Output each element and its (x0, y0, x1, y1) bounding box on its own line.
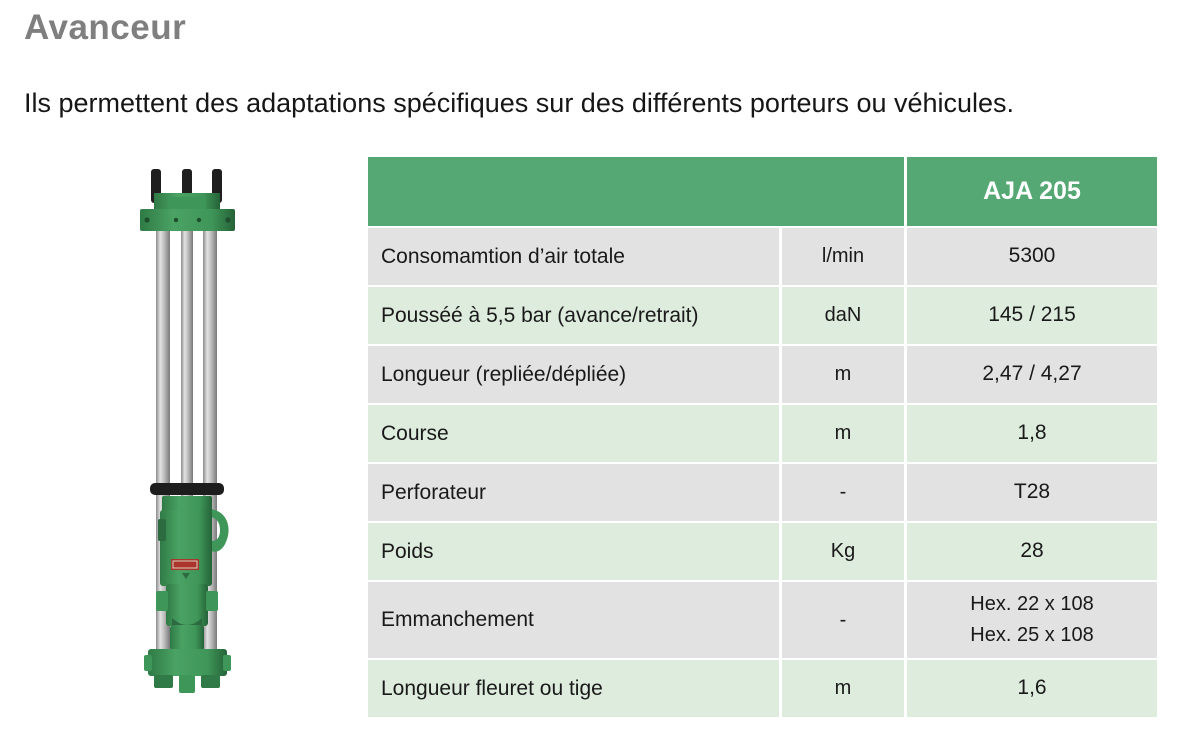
spec-label: Consomamtion d’air totale (368, 228, 779, 285)
table-row: Emmanchement - Hex. 22 x 108 Hex. 25 x 1… (368, 582, 1157, 658)
spec-label: Emmanchement (368, 582, 779, 658)
page-title: Avanceur (24, 8, 187, 47)
spec-value: Hex. 22 x 108 Hex. 25 x 108 (907, 582, 1157, 658)
spec-unit: - (782, 464, 904, 521)
spec-label: Course (368, 405, 779, 462)
spec-unit: - (782, 582, 904, 658)
table-row: Pousséé à 5,5 bar (avance/retrait) daN 1… (368, 287, 1157, 344)
page-subtitle: Ils permettent des adaptations spécifiqu… (24, 88, 1015, 118)
table-row: Poids Kg 28 (368, 523, 1157, 580)
header-designation-cell (368, 157, 904, 226)
spec-value: 28 (907, 523, 1157, 580)
spec-label: Pousséé à 5,5 bar (avance/retrait) (368, 287, 779, 344)
spec-value: 1,6 (907, 660, 1157, 717)
spec-unit: Kg (782, 523, 904, 580)
spec-label: Longueur fleuret ou tige (368, 660, 779, 717)
spec-unit: daN (782, 287, 904, 344)
table-row: Longueur fleuret ou tige m 1,6 (368, 660, 1157, 717)
spec-label: Poids (368, 523, 779, 580)
spec-value: T28 (907, 464, 1157, 521)
spec-value: 1,8 (907, 405, 1157, 462)
spec-label: Perforateur (368, 464, 779, 521)
spec-unit: m (782, 405, 904, 462)
spec-unit: m (782, 346, 904, 403)
table-row: Consomamtion d’air totale l/min 5300 (368, 228, 1157, 285)
table-header-row: AJA 205 (368, 157, 1157, 226)
table-body: Consomamtion d’air totale l/min 5300 Pou… (368, 228, 1157, 717)
spec-label: Longueur (repliée/dépliée) (368, 346, 779, 403)
table-row: Longueur (repliée/dépliée) m 2,47 / 4,27 (368, 346, 1157, 403)
spec-unit: l/min (782, 228, 904, 285)
spec-value: 145 / 215 (907, 287, 1157, 344)
spec-table: AJA 205 Consomamtion d’air totale l/min … (368, 157, 1157, 719)
drill-rig-illustration (140, 169, 235, 693)
product-photo (140, 163, 236, 713)
table-row: Perforateur - T28 (368, 464, 1157, 521)
spec-value: 5300 (907, 228, 1157, 285)
table-row: Course m 1,8 (368, 405, 1157, 462)
spec-unit: m (782, 660, 904, 717)
header-model-cell: AJA 205 (907, 157, 1157, 226)
brand-label (171, 559, 199, 570)
spec-value: 2,47 / 4,27 (907, 346, 1157, 403)
